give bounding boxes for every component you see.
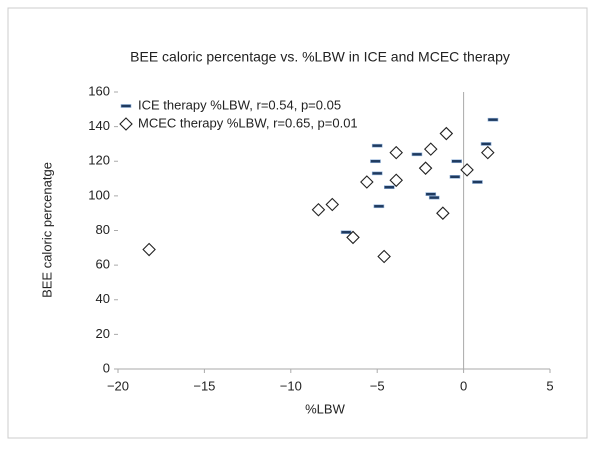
point — [425, 192, 437, 196]
point — [340, 230, 352, 235]
legend-marker — [119, 117, 133, 131]
y-tick-label: 100 — [88, 187, 110, 202]
y-tick-label: 80 — [96, 222, 110, 237]
point — [481, 145, 495, 160]
x-axis-title: %LBW — [305, 401, 345, 416]
point — [371, 171, 383, 176]
point — [472, 180, 483, 184]
point — [346, 230, 360, 245]
point — [383, 185, 395, 190]
point — [389, 173, 403, 188]
point — [480, 142, 492, 146]
legend-label: MCEC therapy %LBW, r=0.65, p=0.01 — [138, 115, 358, 130]
point — [439, 126, 454, 141]
x-tick-label: 5 — [546, 378, 553, 393]
point — [423, 142, 438, 156]
point — [449, 175, 461, 179]
x-tick-label: −5 — [370, 378, 385, 393]
point — [373, 204, 385, 209]
point — [370, 159, 381, 164]
y-tick-label: 60 — [96, 257, 110, 272]
point — [451, 159, 462, 164]
point — [487, 117, 499, 122]
legend-label: ICE therapy %LBW, r=0.54, p=0.05 — [138, 97, 341, 112]
x-tick-label: −20 — [107, 378, 129, 393]
y-tick-label: 40 — [96, 291, 110, 306]
point — [389, 145, 403, 160]
point — [371, 143, 383, 148]
y-axis-title: BEE caloric percenatge — [39, 162, 54, 298]
y-tick-label: 160 — [88, 83, 110, 98]
y-tick-label: 140 — [88, 118, 110, 133]
legend-marker — [120, 104, 132, 108]
point — [428, 195, 440, 200]
y-tick-label: 0 — [103, 360, 110, 375]
point — [436, 206, 450, 220]
chart-frame — [7, 7, 588, 439]
point — [360, 175, 374, 189]
point — [311, 202, 326, 217]
point — [377, 249, 391, 264]
y-tick-label: 20 — [96, 326, 110, 341]
x-tick-label: 0 — [460, 378, 467, 393]
point — [142, 242, 156, 257]
point — [460, 163, 474, 177]
chart-title: BEE caloric percentage vs. %LBW in ICE a… — [130, 49, 510, 65]
point — [411, 152, 423, 157]
point — [418, 161, 433, 175]
y-tick-label: 120 — [88, 153, 110, 168]
point — [325, 197, 340, 212]
x-tick-label: −15 — [193, 378, 215, 393]
x-tick-label: −10 — [280, 378, 302, 393]
